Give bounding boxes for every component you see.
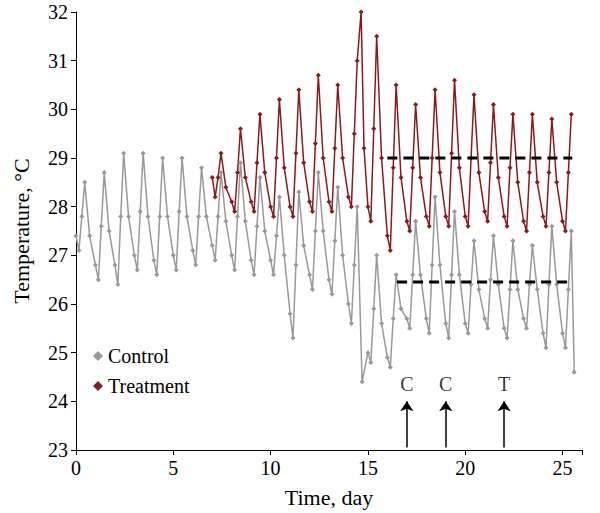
- svg-text:Temperature, °C: Temperature, °C: [9, 158, 34, 303]
- svg-text:15: 15: [358, 457, 378, 479]
- svg-text:28: 28: [48, 196, 68, 218]
- svg-text:26: 26: [48, 293, 68, 315]
- svg-text:Treatment: Treatment: [108, 375, 190, 397]
- svg-text:C: C: [400, 373, 413, 395]
- svg-text:20: 20: [455, 457, 475, 479]
- svg-text:25: 25: [48, 342, 68, 364]
- svg-text:5: 5: [168, 457, 178, 479]
- svg-text:30: 30: [48, 98, 68, 120]
- svg-text:31: 31: [48, 50, 68, 72]
- svg-text:10: 10: [261, 457, 281, 479]
- svg-text:Control: Control: [108, 345, 170, 367]
- svg-text:C: C: [439, 373, 452, 395]
- svg-text:0: 0: [71, 457, 81, 479]
- svg-text:T: T: [498, 373, 510, 395]
- svg-text:25: 25: [553, 457, 573, 479]
- svg-text:29: 29: [48, 147, 68, 169]
- svg-text:27: 27: [48, 244, 68, 266]
- svg-text:23: 23: [48, 439, 68, 461]
- svg-text:Time, day: Time, day: [285, 485, 373, 510]
- svg-text:24: 24: [48, 390, 68, 412]
- svg-text:32: 32: [48, 1, 68, 23]
